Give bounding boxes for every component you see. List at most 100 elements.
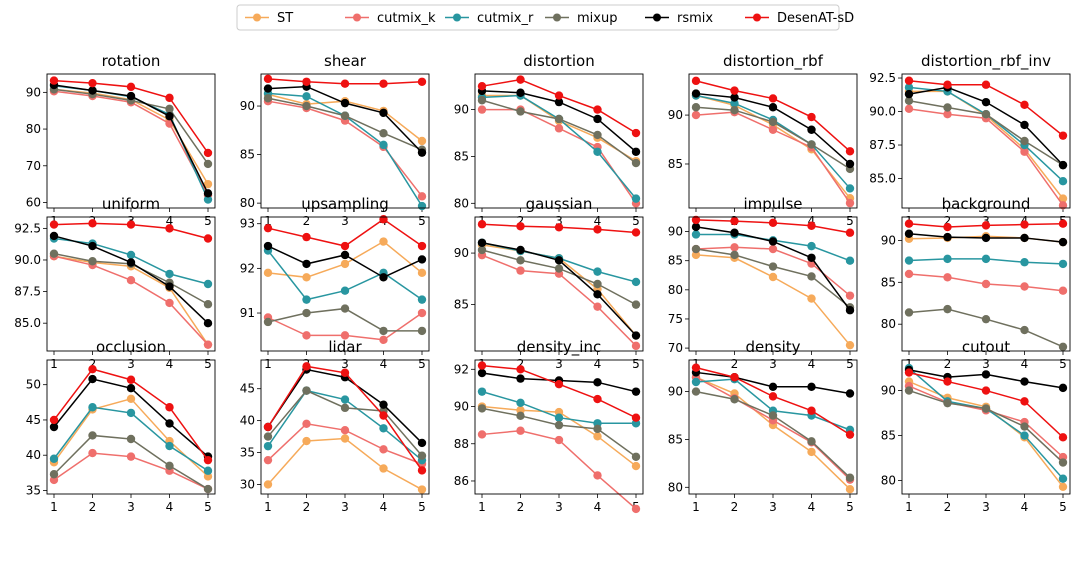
subplot-upsampling: upsampling 1 2 3 4 5 91 92 93: [240, 195, 430, 371]
data-point-desenat-sd: [554, 379, 564, 389]
data-point-cutmix-r: [691, 377, 701, 387]
series-desenat-sd: [904, 219, 1068, 232]
data-point-st: [807, 447, 816, 457]
x-tick-label: 1: [50, 357, 58, 371]
series-rsmix: [904, 229, 1068, 247]
subplot-title: background: [942, 195, 1031, 213]
y-tick-label: 91: [240, 306, 255, 320]
subplot-title: occlusion: [96, 338, 166, 356]
subplot-gaussian: gaussian123458590: [454, 195, 644, 371]
series-rsmix: [691, 89, 855, 169]
y-tick-label: 80: [240, 196, 255, 210]
data-point-rsmix: [768, 237, 778, 246]
x-tick-label: 2: [944, 357, 952, 371]
x-tick-label: 1: [478, 500, 486, 514]
data-point-rsmix: [477, 238, 487, 247]
data-point-desenat-sd: [379, 215, 388, 224]
data-point-mixup: [477, 96, 487, 105]
data-point-cutmix-r: [1020, 431, 1029, 440]
data-point-rsmix: [477, 368, 487, 378]
data-point-cutmix-r: [593, 147, 602, 156]
data-point-rsmix: [417, 148, 427, 157]
axes-frame: [46, 216, 216, 352]
data-point-desenat-sd: [904, 76, 914, 85]
x-tick-label: 3: [982, 500, 990, 514]
data-point-cutmix-r: [1058, 259, 1068, 269]
series-cutmix-k: [904, 269, 1068, 295]
data-point-rsmix: [379, 400, 388, 409]
data-point-cutmix-k: [1058, 286, 1068, 295]
axes-frame: [688, 359, 858, 495]
y-tick-label: 90: [881, 233, 896, 247]
data-point-mixup: [1058, 342, 1068, 352]
series-line-cutmix-k: [908, 108, 1064, 206]
data-point-rsmix: [807, 253, 816, 262]
data-point-mixup: [302, 386, 311, 395]
series-line-cutmix-k: [908, 385, 1064, 458]
data-point-desenat-sd: [516, 222, 525, 231]
legend-marker-mixup: [553, 13, 561, 22]
y-tick-label: 85: [454, 298, 469, 312]
series-rsmix: [49, 80, 213, 198]
x-tick-label: 3: [769, 500, 777, 514]
data-point-mixup: [263, 317, 273, 327]
axes-frame: [688, 216, 858, 352]
data-point-cutmix-r: [379, 424, 388, 433]
subplot-cutout: cutout 1 2 3 4 5 80 85 90: [881, 338, 1071, 514]
data-point-cutmix-k: [302, 419, 311, 429]
y-tick-label: 40: [26, 448, 41, 462]
data-point-cutmix-k: [516, 266, 525, 275]
data-point-cutmix-k: [845, 198, 855, 208]
data-point-desenat-sd: [943, 222, 952, 232]
data-point-mixup: [477, 245, 487, 255]
legend-label-mixup: mixup: [577, 11, 617, 26]
data-point-mixup: [516, 256, 525, 265]
x-tick-label: 2: [517, 214, 525, 228]
series-mixup: [904, 304, 1068, 352]
data-point-cutmix-k: [768, 125, 778, 134]
data-point-cutmix-k: [691, 110, 701, 120]
data-point-desenat-sd: [691, 363, 701, 372]
data-point-cutmix-k: [845, 291, 855, 300]
data-point-rsmix: [263, 241, 273, 251]
subplot-title: distortion: [523, 52, 594, 70]
data-point-rsmix: [768, 103, 778, 112]
axes-frame: [260, 359, 430, 495]
data-point-rsmix: [340, 250, 350, 260]
data-point-desenat-sd: [417, 241, 427, 251]
legend-frame: [236, 4, 840, 31]
x-tick-label: 3: [127, 357, 135, 371]
subplot-rotation: rotation1234560708090: [26, 52, 216, 228]
x-tick-label: 5: [846, 500, 854, 514]
series-cutmix-k: [263, 419, 427, 469]
series-mixup: [263, 304, 427, 336]
data-point-rsmix: [49, 231, 59, 241]
data-point-cutmix-r: [165, 441, 174, 451]
data-point-rsmix: [943, 232, 952, 242]
data-point-cutmix-k: [554, 435, 564, 445]
series-desenat-sd: [904, 76, 1068, 140]
data-point-mixup: [126, 434, 136, 444]
data-point-mixup: [263, 432, 273, 441]
series-mixup: [904, 96, 1068, 170]
data-point-desenat-sd: [1058, 219, 1068, 228]
data-point-rsmix: [904, 89, 914, 99]
data-point-cutmix-r: [203, 279, 213, 289]
y-tick-label: 90.0: [869, 105, 896, 119]
data-point-mixup: [302, 308, 311, 318]
data-point-mixup: [340, 304, 350, 313]
subplot-title: cutout: [962, 338, 1010, 356]
data-point-desenat-sd: [126, 82, 136, 92]
data-point-mixup: [691, 244, 701, 254]
data-point-rsmix: [807, 382, 816, 391]
data-point-rsmix: [981, 97, 991, 107]
series-cutmix-r: [49, 403, 213, 475]
data-point-st: [126, 394, 136, 403]
data-point-rsmix: [126, 91, 136, 101]
y-tick-label: 85: [240, 148, 255, 162]
y-tick-label: 92.5: [14, 221, 41, 235]
series-st: [263, 237, 427, 282]
data-point-rsmix: [1020, 120, 1029, 130]
y-tick-label: 90.0: [14, 253, 41, 267]
x-tick-label: 2: [89, 500, 97, 514]
